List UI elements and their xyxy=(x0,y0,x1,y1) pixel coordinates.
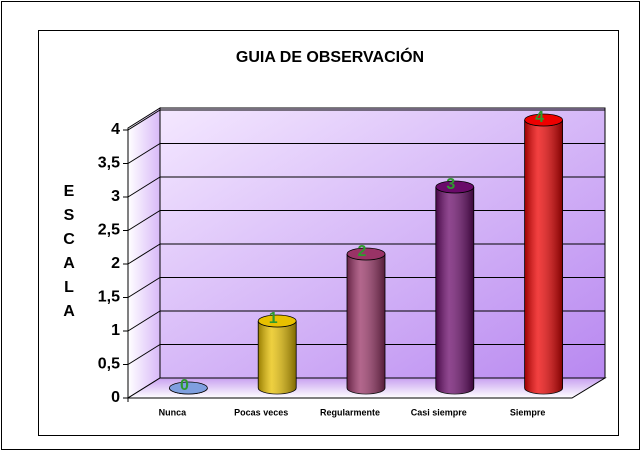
value-label: 1 xyxy=(269,310,278,327)
value-label: 3 xyxy=(446,176,455,193)
y-axis-label: ESCALA xyxy=(63,183,75,320)
x-tick-label: Casi siempre xyxy=(411,407,467,417)
y-tick-label: 1,5 xyxy=(98,289,120,306)
y-tick-label: 2,5 xyxy=(98,222,120,239)
grid-line xyxy=(127,176,161,198)
grid-line xyxy=(127,143,161,164)
grid-line xyxy=(127,243,161,265)
grid-line xyxy=(127,210,161,231)
y-tick-label: 1 xyxy=(111,322,120,339)
y-tick-label: 2 xyxy=(111,255,120,272)
grid-line xyxy=(127,310,161,332)
x-tick-label: Nunca xyxy=(159,407,188,417)
y-tick-label: 0 xyxy=(111,389,120,406)
bar-top xyxy=(346,247,386,261)
bar-shade xyxy=(435,187,474,395)
y-tick-label: 3 xyxy=(111,188,120,205)
x-tick-label: Pocas veces xyxy=(234,407,288,417)
y-tick-label: 3,5 xyxy=(98,155,120,172)
y-tick-label: 0,5 xyxy=(98,356,120,373)
y-tick-label: 4 xyxy=(111,121,120,138)
x-tick-label: Regularmente xyxy=(320,407,380,417)
bar-top xyxy=(524,113,563,127)
grid-line xyxy=(127,344,161,365)
bar-top xyxy=(435,180,475,194)
x-tick-label: Siempre xyxy=(510,407,546,417)
bar-shade xyxy=(524,120,563,395)
value-label: 0 xyxy=(180,377,189,394)
bar-shade xyxy=(347,254,385,394)
bar-top xyxy=(257,314,297,328)
value-label: 2 xyxy=(358,243,367,260)
value-label: 4 xyxy=(535,109,544,126)
bar-top xyxy=(168,381,208,395)
grid-line xyxy=(127,109,161,131)
grid-line xyxy=(127,277,161,298)
chart-title: GUIA DE OBSERVACIÓN xyxy=(236,47,424,66)
bar-shade xyxy=(258,321,297,395)
